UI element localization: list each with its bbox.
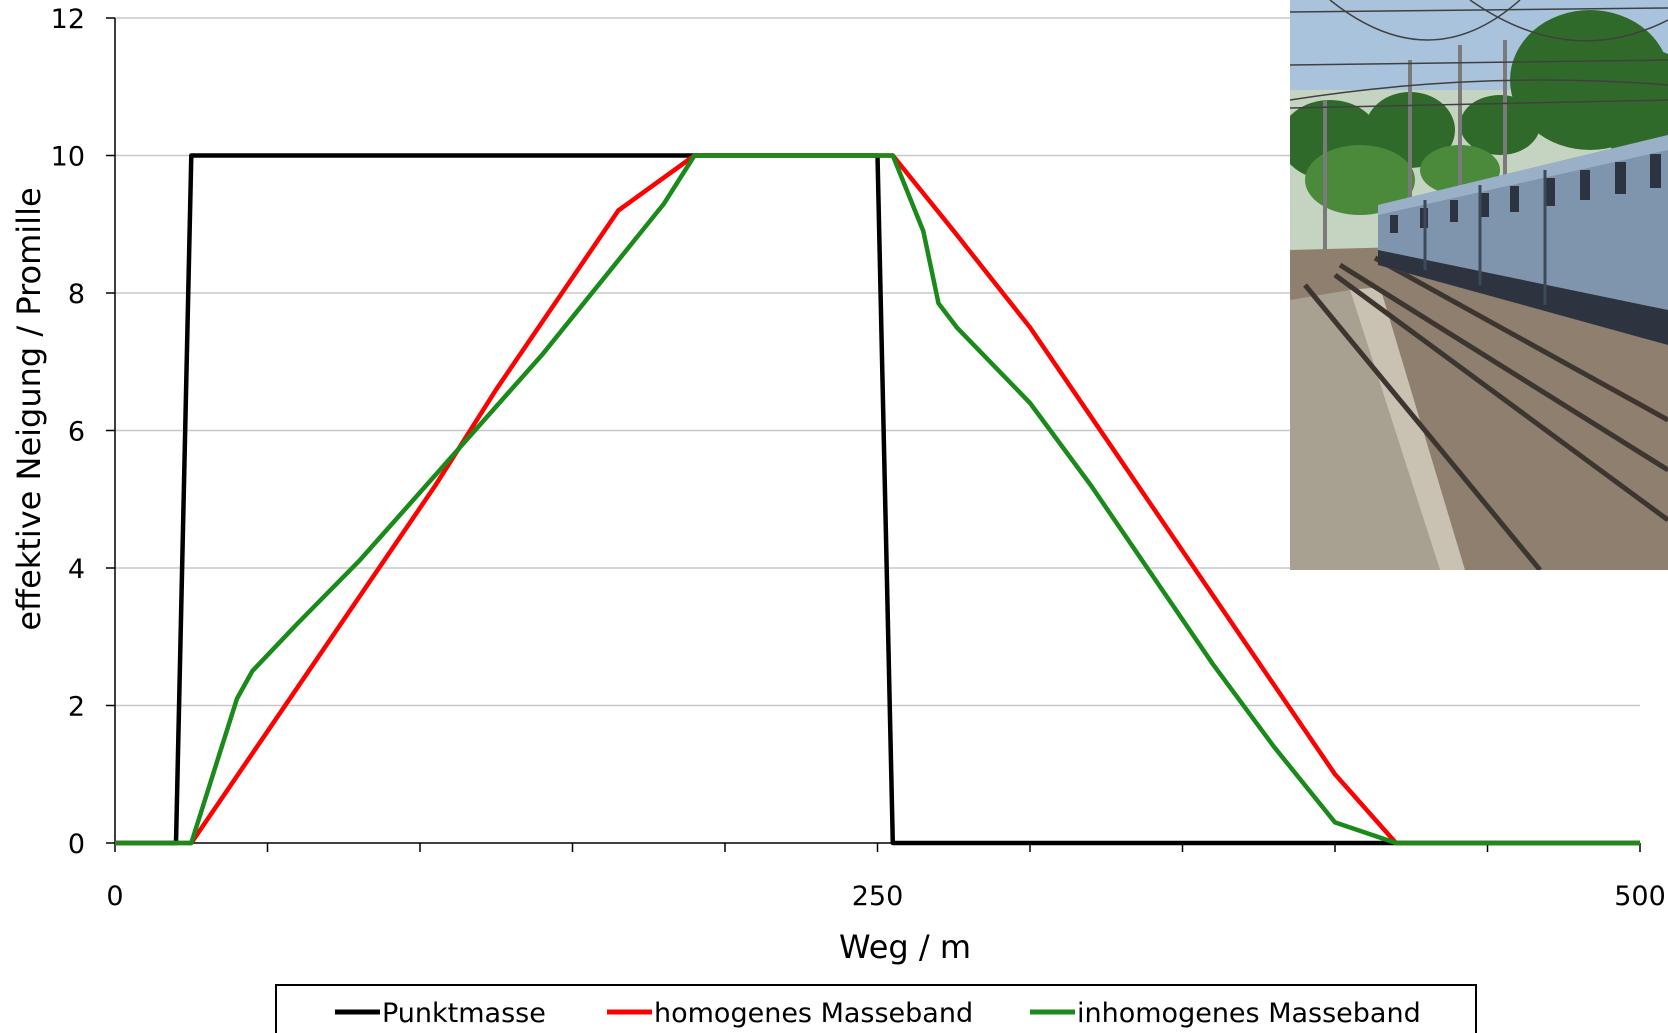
series-line-inhomogenes-masseband xyxy=(115,153,1640,846)
x-tick-label-500: 500 xyxy=(1614,881,1666,912)
y-tick-label-2: 2 xyxy=(68,692,85,723)
x-tick-label-0: 0 xyxy=(106,881,123,912)
y-tick-label-0: 0 xyxy=(68,829,85,860)
y-tick-labels: 0 2 4 6 8 10 12 xyxy=(51,4,85,860)
y-tick-label-4: 4 xyxy=(68,554,85,585)
y-axis-title: effektive Neigung / Promille xyxy=(10,187,48,630)
y-tick-label-6: 6 xyxy=(68,417,85,448)
train-photo xyxy=(1290,0,1668,570)
series-lines xyxy=(115,153,1640,846)
legend-label-punktmasse: Punktmasse xyxy=(382,998,546,1029)
x-tick-label-250: 250 xyxy=(852,881,904,912)
legend-label-homogenes-masseband: homogenes Masseband xyxy=(654,998,973,1029)
legend-item-punktmasse: Punktmasse xyxy=(335,998,546,1029)
legend-label-inhomogenes-masseband: inhomogenes Masseband xyxy=(1077,998,1421,1029)
legend: Punktmasse homogenes Masseband inhomogen… xyxy=(275,984,1477,1033)
y-tick-label-8: 8 xyxy=(68,279,85,310)
legend-item-inhomogenes-masseband: inhomogenes Masseband xyxy=(1030,998,1421,1029)
x-axis-title: Weg / m xyxy=(839,928,971,966)
legend-item-homogenes-masseband: homogenes Masseband xyxy=(607,998,973,1029)
y-tick-label-12: 12 xyxy=(51,4,85,35)
x-tick-labels: 0 250 500 xyxy=(106,881,1665,912)
y-tick-label-10: 10 xyxy=(51,142,85,173)
